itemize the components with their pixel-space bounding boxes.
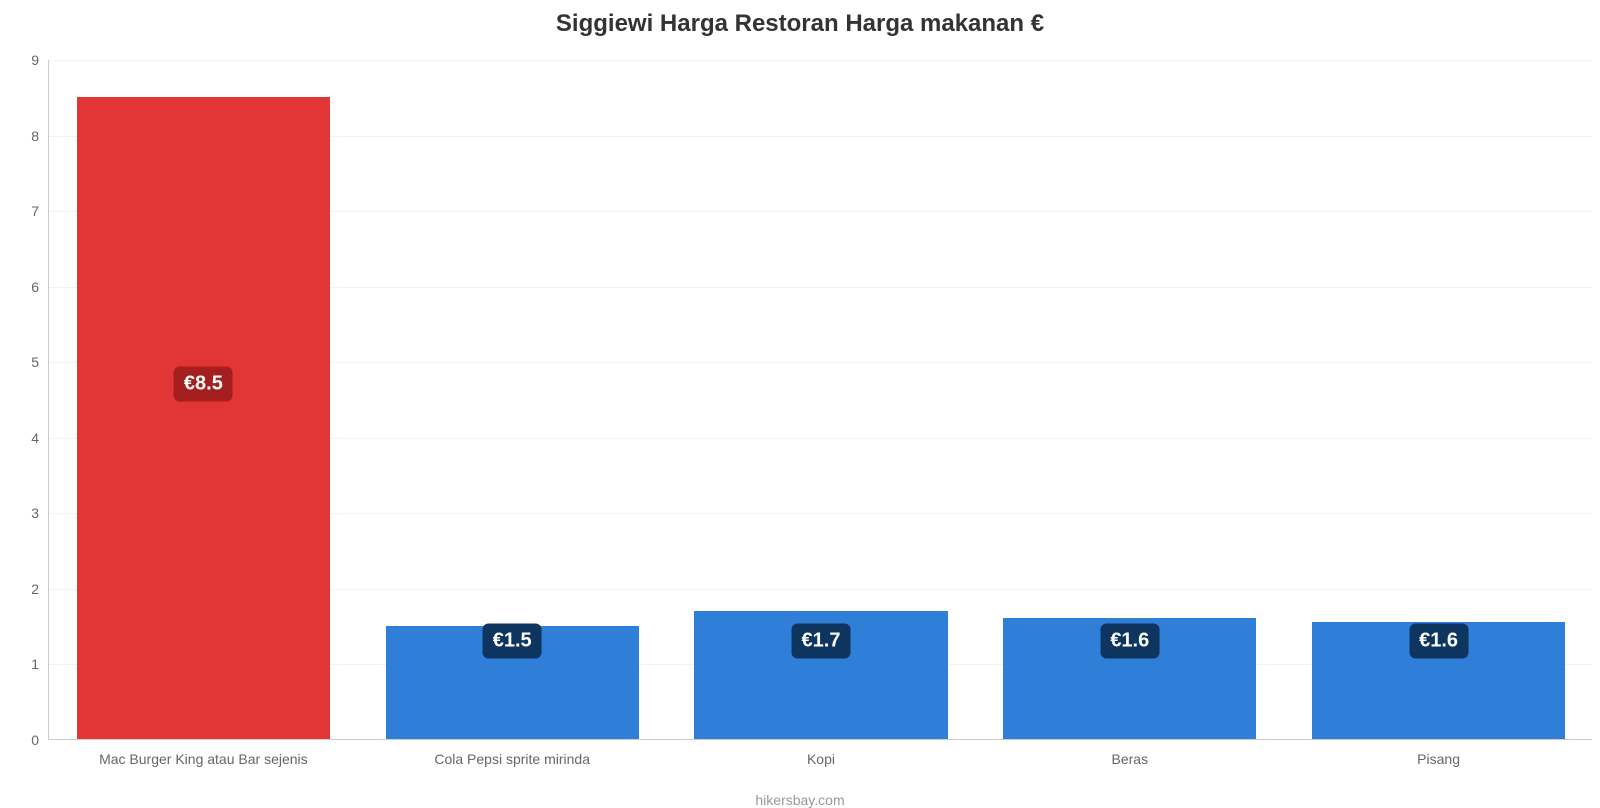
y-tick-label: 9 (31, 52, 49, 68)
bar-data-label: €1.7 (792, 623, 851, 658)
x-tick-label: Kopi (807, 739, 835, 767)
plot-area: 0123456789€8.5Mac Burger King atau Bar s… (48, 60, 1592, 740)
bar-slot: €8.5Mac Burger King atau Bar sejenis (77, 60, 330, 739)
chart-caption: hikersbay.com (755, 792, 844, 808)
x-tick-label: Cola Pepsi sprite mirinda (434, 739, 590, 767)
bar-data-label: €1.6 (1100, 623, 1159, 658)
y-tick-label: 8 (31, 128, 49, 144)
y-tick-label: 3 (31, 505, 49, 521)
bar-slot: €1.6Beras (1003, 60, 1256, 739)
y-tick-label: 0 (31, 732, 49, 748)
price-bar-chart: Siggiewi Harga Restoran Harga makanan € … (0, 0, 1600, 800)
bar-slot: €1.7Kopi (694, 60, 947, 739)
y-tick-label: 7 (31, 203, 49, 219)
y-tick-label: 2 (31, 581, 49, 597)
x-tick-label: Beras (1111, 739, 1148, 767)
y-tick-label: 5 (31, 354, 49, 370)
bar-data-label: €1.6 (1409, 623, 1468, 658)
x-tick-label: Pisang (1417, 739, 1460, 767)
bar-data-label: €1.5 (483, 623, 542, 658)
y-tick-label: 1 (31, 656, 49, 672)
bar[interactable] (77, 97, 330, 739)
y-tick-label: 6 (31, 279, 49, 295)
bar-slot: €1.6Pisang (1312, 60, 1565, 739)
bar-data-label: €8.5 (174, 366, 233, 401)
y-tick-label: 4 (31, 430, 49, 446)
chart-title: Siggiewi Harga Restoran Harga makanan € (0, 10, 1600, 38)
bar-slot: €1.5Cola Pepsi sprite mirinda (386, 60, 639, 739)
x-tick-label: Mac Burger King atau Bar sejenis (99, 739, 308, 767)
